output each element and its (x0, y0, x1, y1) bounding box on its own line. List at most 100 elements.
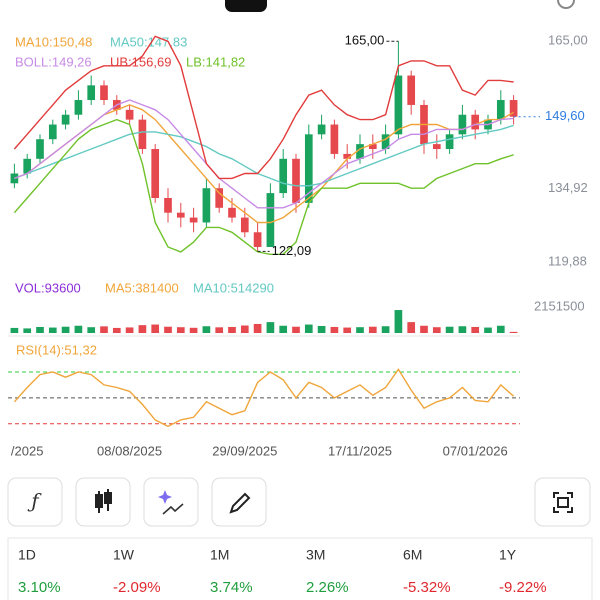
legend-entry: VOL:93600 (15, 280, 81, 295)
volume-bar (112, 327, 121, 333)
candle-body (445, 134, 454, 150)
candle-body (279, 158, 288, 194)
volume-bar (164, 326, 172, 333)
volume-bar (330, 326, 339, 333)
volume-bar (10, 327, 19, 333)
period-change: -5.32% (403, 579, 451, 596)
legend-entry: MA10:150,48 (15, 34, 92, 49)
legend-entry: MA50:147,83 (110, 34, 187, 49)
candle-body (176, 212, 185, 218)
candle-body (23, 158, 32, 174)
candle-body (228, 207, 236, 218)
volume-bar (496, 325, 505, 333)
candle-body (189, 217, 198, 223)
volume-bar (394, 310, 403, 333)
volume-bar (189, 327, 198, 333)
volume-bar (509, 331, 518, 333)
period-change: -9.22% (499, 579, 547, 596)
volume-bar (48, 327, 57, 333)
volume-bar (228, 326, 236, 333)
x-tick-label: /2025 (11, 443, 44, 458)
ai-icon (158, 490, 184, 515)
candle-body (432, 144, 441, 150)
legend-entry: MA10:514290 (193, 280, 274, 295)
volume-bar (36, 326, 44, 333)
volume-bar (74, 325, 83, 333)
candle-body (394, 75, 403, 135)
ai-button[interactable] (143, 477, 199, 527)
volume-bar (176, 327, 185, 333)
period-label: 3M (306, 547, 325, 563)
legend-entry: MA5:381400 (105, 280, 179, 295)
indicator-line (13, 35, 514, 180)
volume-bar (292, 326, 300, 333)
volume-bar (484, 327, 492, 333)
candle-body (317, 124, 326, 135)
volume-bar (471, 326, 480, 333)
top-icon[interactable] (557, 0, 575, 9)
candle-body (458, 114, 467, 135)
candle-body (74, 100, 83, 115)
screenshot-button[interactable] (534, 477, 591, 527)
fx-icon: ƒ (27, 489, 42, 513)
volume-bar (445, 326, 454, 333)
candle-body (48, 124, 57, 140)
volume-bar (343, 327, 352, 333)
y-tick-label: 119,88 (548, 254, 587, 269)
volume-bar (100, 326, 108, 333)
volume-bar (151, 324, 160, 333)
candle-body (10, 173, 19, 184)
candle-body (496, 100, 505, 120)
candle-body (381, 134, 390, 150)
candle-body (356, 144, 364, 159)
volume-bar (356, 327, 364, 333)
volume-bar (317, 325, 326, 333)
candle-body (215, 188, 224, 208)
candle-body (87, 85, 96, 101)
period-label: 6M (403, 547, 422, 563)
period-box (7, 537, 593, 600)
legend-entry: BOLL:149,26 (15, 54, 92, 69)
annotation: 122,09 (272, 243, 312, 258)
candle-body (253, 232, 262, 247)
candle-body (330, 124, 339, 154)
volume-bar (368, 326, 377, 333)
volume-bar (304, 324, 313, 333)
volume-bar (215, 327, 224, 333)
indicator-line (13, 118, 514, 255)
x-tick-label: 07/01/2026 (443, 443, 508, 458)
volume-bar (432, 327, 441, 333)
legend-entry: LB:141,82 (186, 54, 245, 69)
x-tick-label: 29/09/2025 (212, 443, 277, 458)
top-button[interactable] (225, 0, 267, 12)
period-change: 3.10% (18, 579, 61, 596)
period-label: 1Y (499, 547, 517, 563)
volume-bar (279, 325, 288, 333)
period-label: 1M (210, 547, 229, 563)
indicator-line (14, 99, 514, 209)
candle-body (151, 149, 160, 198)
period-change: -2.09% (113, 579, 161, 596)
volume-bar (87, 327, 96, 333)
draw-button[interactable] (211, 477, 267, 527)
candle-body (240, 217, 249, 233)
candle-body (368, 144, 377, 150)
candle-body (471, 114, 480, 130)
candle-body (202, 188, 211, 223)
candle-body (304, 134, 313, 203)
rsi-title: RSI(14):51,32 (16, 342, 97, 357)
period-label: 1W (113, 547, 135, 563)
candle-body (61, 114, 70, 125)
candle-body (343, 153, 352, 159)
fx-button[interactable] (7, 477, 63, 527)
volume-bar (202, 326, 211, 333)
y-tick-label: 134,92 (548, 180, 588, 195)
candle-icon (95, 489, 112, 513)
indicator-line (14, 104, 514, 224)
last-price-label: 149,60 (545, 108, 585, 123)
candle-body (407, 75, 416, 105)
candle-body (292, 158, 300, 203)
y-tick-label: 2151500 (534, 298, 585, 313)
volume-bar (61, 326, 70, 333)
